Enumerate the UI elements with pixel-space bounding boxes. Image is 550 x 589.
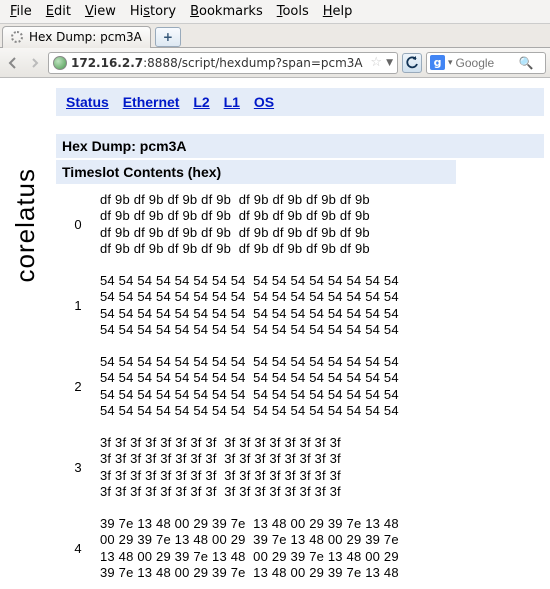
- url-text: 172.16.2.7:8888/script/hexdump?span=pcm3…: [71, 56, 366, 70]
- table-row: 154 54 54 54 54 54 54 54 54 54 54 54 54 …: [56, 265, 544, 346]
- menu-view[interactable]: View: [79, 2, 122, 21]
- page-title: Hex Dump: pcm3A: [56, 134, 544, 158]
- hex-cell: 54 54 54 54 54 54 54 54 54 54 54 54 54 5…: [100, 354, 544, 419]
- back-button[interactable]: [4, 54, 22, 72]
- hex-cell: 3f 3f 3f 3f 3f 3f 3f 3f 3f 3f 3f 3f 3f 3…: [100, 435, 544, 500]
- search-engine-icon[interactable]: g: [430, 55, 445, 70]
- timeslot-cell: 1: [56, 273, 100, 338]
- menu-history[interactable]: History: [124, 2, 182, 21]
- table-row: 254 54 54 54 54 54 54 54 54 54 54 54 54 …: [56, 346, 544, 427]
- link-status[interactable]: Status: [66, 94, 109, 110]
- hex-cell: df 9b df 9b df 9b df 9b df 9b df 9b df 9…: [100, 192, 544, 257]
- plus-icon: +: [163, 30, 173, 44]
- main-page: Status Ethernet L2 L1 OS Hex Dump: pcm3A…: [50, 78, 550, 568]
- table-row: 439 7e 13 48 00 29 39 7e 13 48 00 29 39 …: [56, 508, 544, 589]
- tab-active[interactable]: Hex Dump: pcm3A: [2, 26, 151, 48]
- hex-cell: 39 7e 13 48 00 29 39 7e 13 48 00 29 39 7…: [100, 516, 544, 581]
- menu-tools[interactable]: Tools: [271, 2, 315, 21]
- timeslot-cell: 4: [56, 516, 100, 581]
- menu-help[interactable]: Help: [317, 2, 359, 21]
- tab-strip: Hex Dump: pcm3A +: [0, 24, 550, 48]
- search-icon[interactable]: 🔍: [519, 56, 534, 70]
- link-os[interactable]: OS: [254, 94, 274, 110]
- link-l2[interactable]: L2: [193, 94, 209, 110]
- nav-links: Status Ethernet L2 L1 OS: [56, 88, 544, 116]
- bookmark-star-icon[interactable]: ☆: [370, 55, 382, 70]
- timeslot-cell: 3: [56, 435, 100, 500]
- forward-button[interactable]: [26, 54, 44, 72]
- search-input[interactable]: [456, 56, 516, 70]
- table-row: 33f 3f 3f 3f 3f 3f 3f 3f 3f 3f 3f 3f 3f …: [56, 427, 544, 508]
- timeslot-cell: 2: [56, 354, 100, 419]
- brand-sidebar: corelatus: [0, 78, 50, 568]
- table-row: 0df 9b df 9b df 9b df 9b df 9b df 9b df …: [56, 184, 544, 265]
- search-engine-dropdown-icon[interactable]: ▾: [448, 58, 453, 68]
- new-tab-button[interactable]: +: [155, 27, 181, 47]
- url-bar[interactable]: 172.16.2.7:8888/script/hexdump?span=pcm3…: [48, 52, 398, 74]
- site-identity-icon: [53, 56, 67, 70]
- nav-toolbar: 172.16.2.7:8888/script/hexdump?span=pcm3…: [0, 48, 550, 78]
- reload-button[interactable]: [402, 53, 422, 73]
- hex-cell: 54 54 54 54 54 54 54 54 54 54 54 54 54 5…: [100, 273, 544, 338]
- link-ethernet[interactable]: Ethernet: [123, 94, 180, 110]
- page-content: corelatus Status Ethernet L2 L1 OS Hex D…: [0, 78, 550, 568]
- menu-file[interactable]: File: [4, 2, 38, 21]
- brand-label: corelatus: [10, 168, 41, 283]
- menu-bookmarks[interactable]: Bookmarks: [184, 2, 269, 21]
- tab-title: Hex Dump: pcm3A: [29, 30, 142, 44]
- hex-table: 0df 9b df 9b df 9b df 9b df 9b df 9b df …: [56, 184, 544, 589]
- link-l1[interactable]: L1: [224, 94, 240, 110]
- url-dropdown-icon[interactable]: ▼: [386, 58, 393, 68]
- loading-icon: [11, 31, 23, 43]
- timeslot-cell: 0: [56, 192, 100, 257]
- menubar: File Edit View History Bookmarks Tools H…: [0, 0, 550, 24]
- menu-edit[interactable]: Edit: [40, 2, 77, 21]
- table-header: Timeslot Contents (hex): [56, 160, 456, 184]
- search-box[interactable]: g ▾ 🔍: [426, 52, 546, 74]
